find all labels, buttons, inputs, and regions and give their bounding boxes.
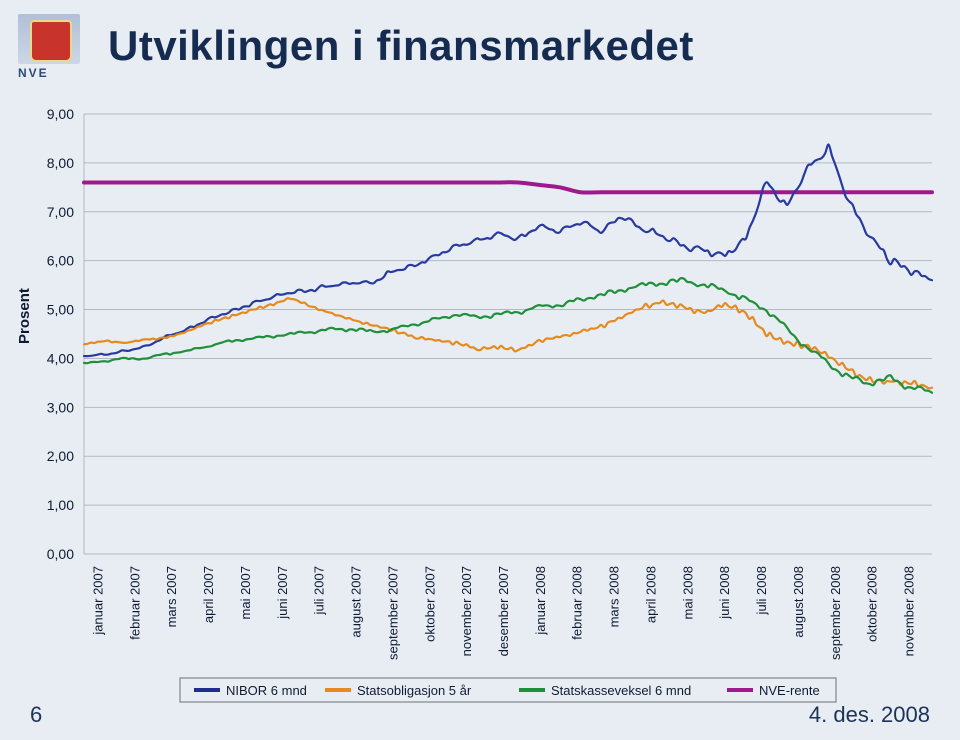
- slide-date: 4. des. 2008: [809, 702, 930, 728]
- logo-crest: [30, 20, 72, 62]
- legend-label: NVE-rente: [759, 683, 820, 698]
- nve-logo: NVE: [18, 14, 80, 92]
- x-tick-label: april 2008: [643, 566, 658, 623]
- legend-swatch: [519, 688, 545, 692]
- x-tick-label: mars 2008: [607, 566, 622, 627]
- x-tick-label: august 2007: [349, 566, 364, 638]
- series-nverente: [84, 182, 932, 192]
- legend-swatch: [727, 688, 753, 692]
- y-axis-label: Prosent: [16, 288, 33, 344]
- svg-text:8,00: 8,00: [47, 155, 74, 171]
- chart: Prosent 0,001,002,003,004,005,006,007,00…: [22, 108, 938, 704]
- svg-text:5,00: 5,00: [47, 302, 74, 318]
- x-tick-label: juni 2008: [717, 566, 732, 620]
- legend-label: NIBOR 6 mnd: [226, 683, 307, 698]
- x-tick-label: februar 2008: [570, 566, 585, 640]
- x-tick-label: mai 2008: [680, 566, 695, 619]
- legend-swatch: [325, 688, 351, 692]
- series-statskasse: [84, 278, 932, 393]
- x-tick-label: september 2007: [385, 566, 400, 660]
- x-tick-label: juli 2008: [754, 566, 769, 615]
- legend-swatch: [194, 688, 220, 692]
- page-title: Utviklingen i finansmarkedet: [108, 22, 694, 70]
- x-tick-label: april 2007: [201, 566, 216, 623]
- x-tick-label: januar 2007: [90, 566, 105, 636]
- svg-text:4,00: 4,00: [47, 350, 74, 366]
- x-tick-label: oktober 2008: [865, 566, 880, 642]
- x-tick-label: januar 2008: [533, 566, 548, 636]
- slide-number: 6: [30, 702, 42, 728]
- x-tick-label: august 2008: [791, 566, 806, 638]
- x-tick-label: mai 2007: [238, 566, 253, 619]
- x-tick-label: november 2008: [902, 566, 917, 656]
- x-tick-label: februar 2007: [127, 566, 142, 640]
- x-tick-label: juni 2007: [275, 566, 290, 620]
- svg-text:9,00: 9,00: [47, 108, 74, 122]
- svg-text:0,00: 0,00: [47, 546, 74, 562]
- legend-label: Statsobligasjon 5 år: [357, 683, 472, 698]
- svg-text:1,00: 1,00: [47, 497, 74, 513]
- x-tick-label: desember 2007: [496, 566, 511, 656]
- legend-label: Statskasseveksel 6 mnd: [551, 683, 691, 698]
- chart-svg: 0,00 1,00 2,00 3,00 4,00 5,00 6,00 7,00 8,00 9,00…: [22, 108, 938, 704]
- svg-text:7,00: 7,00: [47, 204, 74, 220]
- x-tick-label: mars 2007: [164, 566, 179, 627]
- x-tick-label: juli 2007: [312, 566, 327, 615]
- svg-text:3,00: 3,00: [47, 399, 74, 415]
- x-tick-label: september 2008: [828, 566, 843, 660]
- svg-text:2,00: 2,00: [47, 448, 74, 464]
- x-tick-label: oktober 2007: [422, 566, 437, 642]
- svg-text:6,00: 6,00: [47, 253, 74, 269]
- logo-text: NVE: [18, 66, 80, 80]
- x-tick-label: november 2007: [459, 566, 474, 656]
